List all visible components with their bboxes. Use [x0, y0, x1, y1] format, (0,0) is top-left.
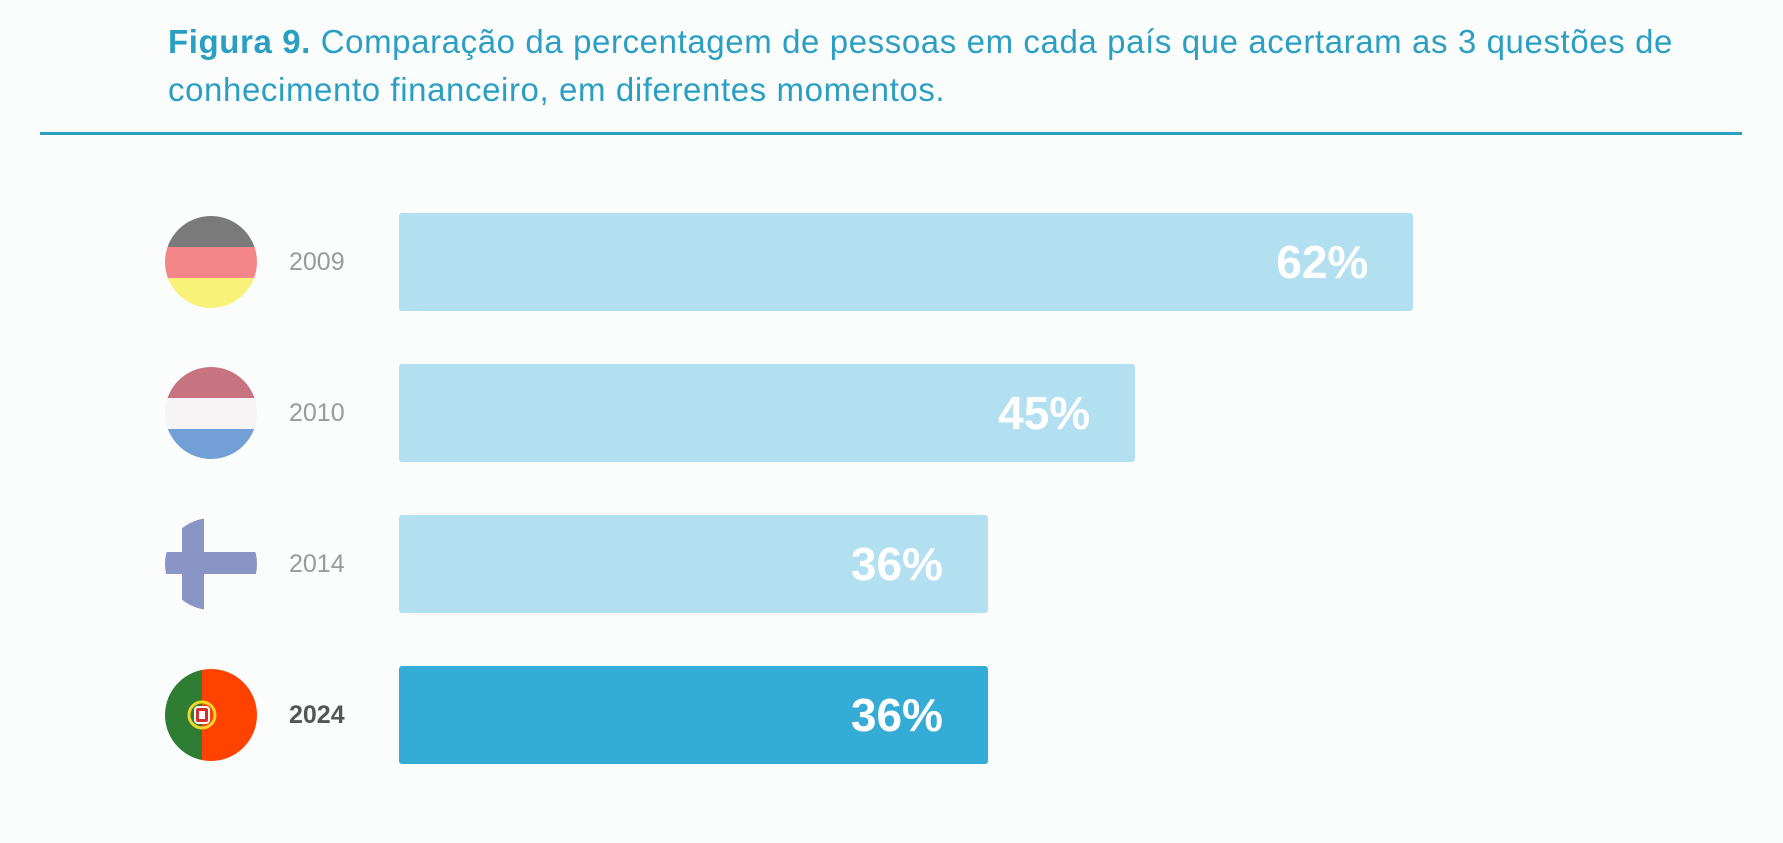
germany-flag-icon	[165, 216, 257, 308]
year-label: 2009	[289, 248, 345, 276]
value-label: 36%	[850, 689, 943, 741]
title-divider	[40, 132, 1742, 135]
year-label: 2014	[289, 550, 345, 578]
value-label: 36%	[850, 538, 943, 590]
year-label: 2024	[289, 701, 345, 729]
figure-caption: Comparação da percentagem de pessoas em …	[168, 23, 1673, 108]
value-label: 62%	[1276, 236, 1369, 288]
value-label: 45%	[998, 387, 1091, 439]
finland-flag-icon	[165, 518, 257, 610]
bar-2024	[399, 666, 988, 764]
bar-2010	[399, 364, 1136, 462]
bar-2014	[399, 515, 988, 613]
figure-number: Figura 9.	[168, 23, 311, 60]
portugal-flag-icon	[165, 669, 257, 761]
bar-2009	[399, 213, 1414, 311]
year-label: 2010	[289, 399, 345, 427]
netherlands-flag-icon	[165, 367, 257, 459]
figure-title: Figura 9. Comparação da percentagem de p…	[168, 18, 1728, 114]
